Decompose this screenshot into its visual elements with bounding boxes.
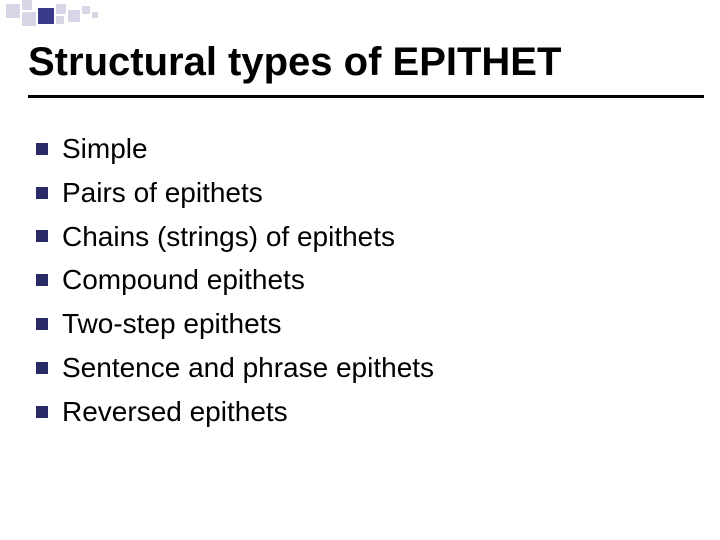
deco-square (6, 4, 20, 18)
list-item: Compound epithets (36, 261, 684, 299)
slide: Structural types of EPITHET Simple Pairs … (0, 0, 720, 540)
deco-square (56, 4, 66, 14)
list-item: Simple (36, 130, 684, 168)
deco-square (82, 6, 90, 14)
square-bullet-icon (36, 406, 48, 418)
title-block: Structural types of EPITHET (28, 40, 692, 94)
square-bullet-icon (36, 143, 48, 155)
list-item: Chains (strings) of epithets (36, 218, 684, 256)
list-item: Sentence and phrase epithets (36, 349, 684, 387)
square-bullet-icon (36, 230, 48, 242)
corner-decoration (0, 0, 150, 30)
list-item-text: Pairs of epithets (62, 174, 263, 212)
list-item-text: Two-step epithets (62, 305, 281, 343)
bullet-list: Simple Pairs of epithets Chains (strings) … (36, 130, 684, 437)
deco-square (68, 10, 80, 22)
list-item-text: Compound epithets (62, 261, 305, 299)
deco-square (92, 12, 98, 18)
title-underline (28, 95, 704, 98)
square-bullet-icon (36, 318, 48, 330)
list-item: Reversed epithets (36, 393, 684, 431)
list-item-text: Sentence and phrase epithets (62, 349, 434, 387)
list-item-text: Simple (62, 130, 148, 168)
square-bullet-icon (36, 274, 48, 286)
square-bullet-icon (36, 362, 48, 374)
list-item-text: Reversed epithets (62, 393, 288, 431)
deco-square (38, 8, 54, 24)
slide-title: Structural types of EPITHET (28, 40, 692, 94)
deco-square (22, 0, 32, 10)
list-item: Pairs of epithets (36, 174, 684, 212)
list-item: Two-step epithets (36, 305, 684, 343)
deco-square (56, 16, 64, 24)
square-bullet-icon (36, 187, 48, 199)
deco-square (22, 12, 36, 26)
list-item-text: Chains (strings) of epithets (62, 218, 395, 256)
